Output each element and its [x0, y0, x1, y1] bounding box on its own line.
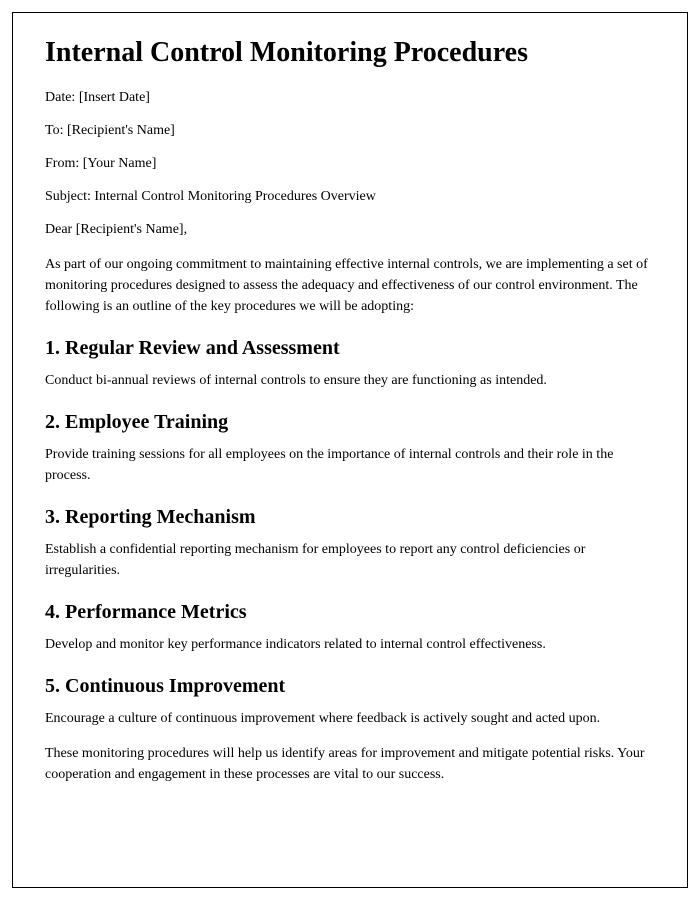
- intro-paragraph: As part of our ongoing commitment to mai…: [45, 254, 655, 317]
- section-5-heading: 5. Continuous Improvement: [45, 675, 655, 698]
- document-title: Internal Control Monitoring Procedures: [45, 37, 655, 69]
- section-2-body: Provide training sessions for all employ…: [45, 444, 655, 486]
- meta-subject: Subject: Internal Control Monitoring Pro…: [45, 186, 655, 207]
- meta-date: Date: [Insert Date]: [45, 87, 655, 108]
- section-1-heading: 1. Regular Review and Assessment: [45, 337, 655, 360]
- closing-paragraph: These monitoring procedures will help us…: [45, 743, 655, 785]
- meta-block: Date: [Insert Date] To: [Recipient's Nam…: [45, 87, 655, 207]
- salutation: Dear [Recipient's Name],: [45, 219, 655, 240]
- document-page: Internal Control Monitoring Procedures D…: [12, 12, 688, 888]
- meta-to: To: [Recipient's Name]: [45, 120, 655, 141]
- section-3-heading: 3. Reporting Mechanism: [45, 506, 655, 529]
- section-1-body: Conduct bi-annual reviews of internal co…: [45, 370, 655, 391]
- section-5-body: Encourage a culture of continuous improv…: [45, 708, 655, 729]
- section-2-heading: 2. Employee Training: [45, 411, 655, 434]
- meta-from: From: [Your Name]: [45, 153, 655, 174]
- section-4-heading: 4. Performance Metrics: [45, 601, 655, 624]
- section-4-body: Develop and monitor key performance indi…: [45, 634, 655, 655]
- section-3-body: Establish a confidential reporting mecha…: [45, 539, 655, 581]
